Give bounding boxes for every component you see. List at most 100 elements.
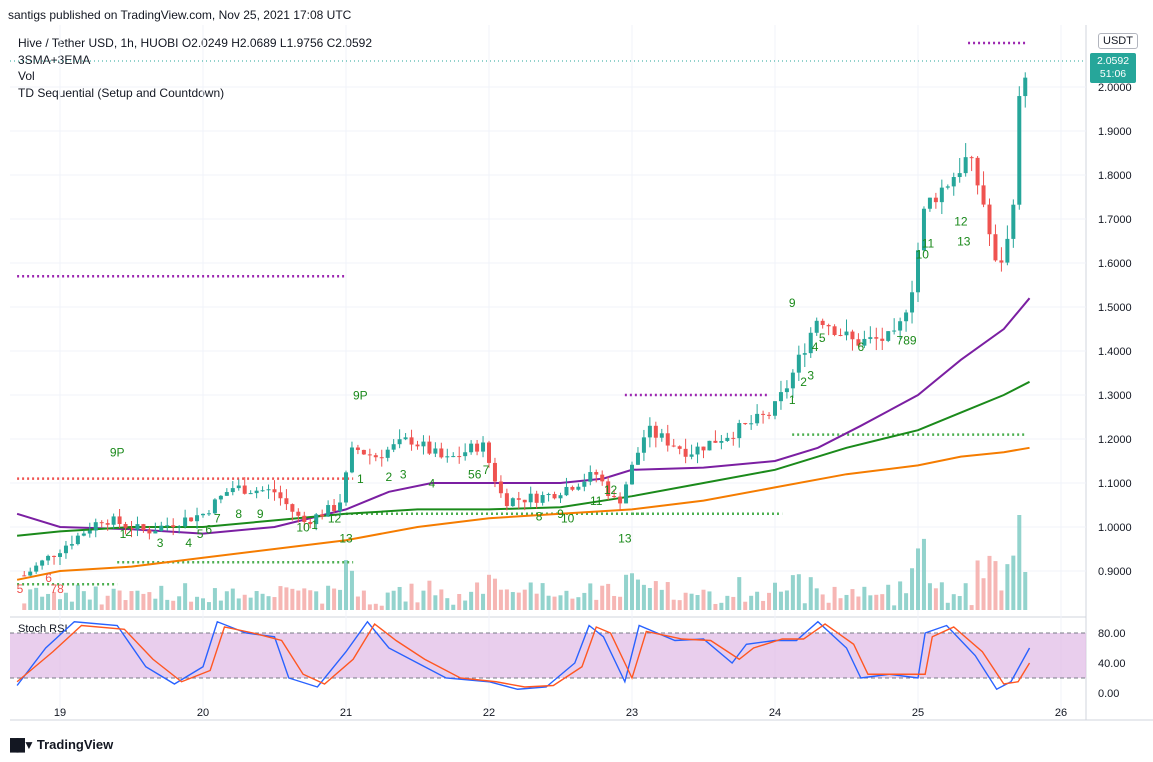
candle-body bbox=[22, 575, 27, 577]
volume-bar bbox=[403, 601, 408, 610]
candle-body bbox=[695, 446, 700, 455]
candle-body bbox=[1023, 77, 1028, 97]
currency-unit-badge[interactable]: USDT bbox=[1098, 33, 1138, 49]
candle-body bbox=[451, 456, 456, 458]
candle-body bbox=[904, 312, 909, 322]
volume-bar bbox=[546, 595, 551, 610]
volume-bar bbox=[63, 592, 68, 610]
volume-bar bbox=[510, 592, 515, 610]
td-count-label: 9P bbox=[110, 446, 125, 460]
td-count-label: 3 bbox=[400, 468, 407, 482]
td-count-label: 6 bbox=[45, 571, 52, 585]
candle-body bbox=[755, 413, 760, 424]
candle-body bbox=[105, 523, 110, 525]
y-tick-label: 1.5000 bbox=[1098, 302, 1132, 314]
symbol-ohlc-line[interactable]: Hive / Tether USD, 1h, HUOBI O2.0249 H2.… bbox=[18, 36, 372, 50]
volume-bar bbox=[761, 600, 766, 610]
candle-body bbox=[773, 401, 777, 416]
volume-bar bbox=[504, 589, 509, 610]
candle-body bbox=[731, 437, 736, 439]
volume-bar bbox=[34, 587, 39, 610]
volume-bar bbox=[320, 603, 325, 610]
candle-body bbox=[898, 321, 903, 331]
td-count-label: 13 bbox=[339, 531, 353, 545]
volume-bar bbox=[868, 595, 873, 610]
volume-bar bbox=[767, 592, 772, 610]
candle-body bbox=[880, 338, 885, 341]
candle-body bbox=[159, 525, 164, 532]
candle-body bbox=[516, 498, 521, 500]
td-count-label: 1 bbox=[311, 518, 318, 532]
candle-body bbox=[826, 325, 831, 327]
volume-bar bbox=[296, 590, 301, 610]
volume-bar bbox=[135, 590, 140, 610]
volume-bar bbox=[457, 594, 462, 610]
rsi-tick-label: 0.00 bbox=[1098, 688, 1119, 700]
candle-body bbox=[737, 423, 742, 439]
volume-bar bbox=[218, 600, 223, 610]
candle-body bbox=[463, 452, 468, 457]
candle-body bbox=[910, 292, 915, 313]
volume-bar bbox=[892, 605, 897, 610]
volume-bar bbox=[862, 586, 867, 610]
volume-bar bbox=[653, 581, 658, 610]
volume-bar bbox=[749, 595, 754, 610]
volume-bar bbox=[81, 591, 86, 610]
candle-body bbox=[707, 440, 712, 451]
candle-body bbox=[218, 495, 223, 500]
td-count-label: 13 bbox=[618, 531, 632, 545]
candle-body bbox=[361, 449, 366, 455]
volume-bar bbox=[266, 596, 271, 610]
candle-body bbox=[993, 234, 998, 261]
candle-body bbox=[135, 524, 140, 530]
volume-bar bbox=[159, 585, 164, 610]
candle-body bbox=[242, 485, 247, 494]
x-tick-label: 25 bbox=[912, 707, 924, 719]
candle-body bbox=[564, 486, 569, 496]
volume-bar bbox=[904, 593, 909, 610]
indicator-volume[interactable]: Vol bbox=[18, 69, 35, 83]
candle-body bbox=[63, 545, 68, 554]
volume-bar bbox=[421, 590, 426, 610]
volume-bar bbox=[981, 578, 986, 610]
volume-bar bbox=[618, 596, 623, 610]
rsi-band bbox=[10, 633, 1086, 678]
x-tick-label: 19 bbox=[54, 707, 66, 719]
candle-body bbox=[987, 204, 992, 235]
volume-bar bbox=[808, 577, 813, 610]
candle-body bbox=[123, 524, 128, 528]
candle-body bbox=[487, 442, 491, 463]
candle-body bbox=[874, 337, 879, 339]
candle-body bbox=[820, 320, 825, 326]
candle-body bbox=[808, 332, 813, 354]
candle-body bbox=[355, 447, 360, 450]
volume-bar bbox=[153, 598, 158, 610]
volume-bar bbox=[606, 583, 611, 610]
candle-body bbox=[927, 197, 932, 209]
indicator-sma-ema[interactable]: 3SMA+3EMA bbox=[18, 52, 91, 67]
volume-bar bbox=[999, 590, 1004, 610]
candle-body bbox=[254, 490, 259, 494]
indicator-td-sequential[interactable]: TD Sequential (Setup and Countdown) bbox=[18, 85, 225, 100]
volume-bar bbox=[308, 590, 313, 610]
y-tick-label: 1.8000 bbox=[1098, 170, 1132, 182]
moving-average-line bbox=[16, 297, 1031, 535]
candle-body bbox=[784, 388, 789, 393]
candle-body bbox=[481, 442, 486, 452]
volume-bar bbox=[415, 602, 420, 610]
candle-body bbox=[391, 444, 396, 450]
footer-brand[interactable]: ██▼ TradingView bbox=[10, 737, 113, 752]
volume-bar bbox=[349, 570, 354, 610]
candle-body bbox=[582, 481, 587, 487]
td-count-label: 8 bbox=[235, 507, 242, 521]
volume-bar bbox=[612, 595, 617, 610]
candle-body bbox=[665, 433, 670, 446]
volume-bar bbox=[451, 604, 456, 610]
candle-body bbox=[427, 441, 432, 454]
volume-bar bbox=[582, 592, 587, 610]
volume-bar bbox=[933, 588, 938, 610]
candle-body bbox=[689, 454, 694, 457]
candle-body bbox=[206, 513, 211, 515]
volume-bar bbox=[1017, 515, 1022, 610]
